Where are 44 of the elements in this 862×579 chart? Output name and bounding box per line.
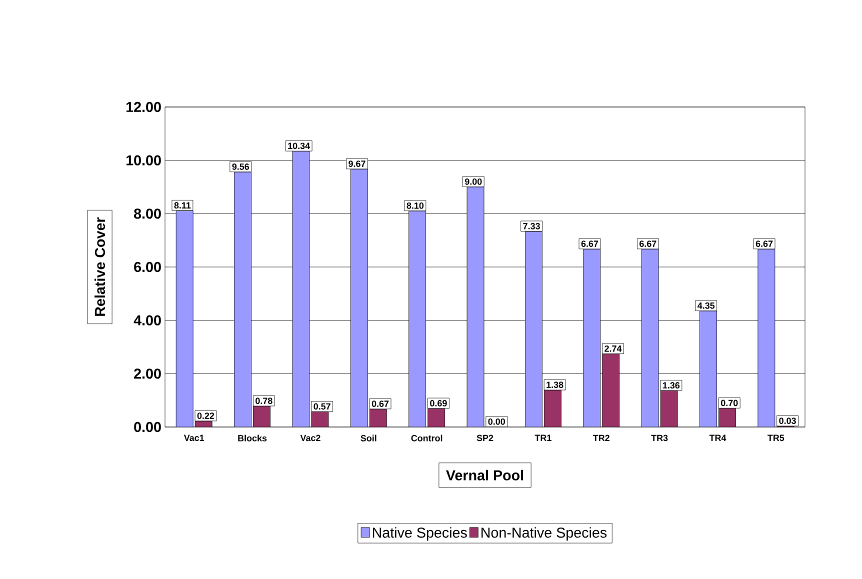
- data-label: 6.67: [756, 240, 773, 247]
- data-label: 7.33: [523, 222, 540, 230]
- data-label: 6.67: [640, 240, 656, 247]
- x-tick-label: Soil: [360, 434, 376, 442]
- y-tick-label: 12.00: [126, 102, 161, 112]
- y-tick-label: 2.00: [134, 368, 161, 379]
- data-label: 2.74: [604, 345, 622, 352]
- data-label: 8.10: [406, 202, 424, 209]
- data-label: 8.11: [174, 202, 191, 209]
- data-label: 9.00: [464, 178, 482, 185]
- data-label: 0.03: [779, 418, 796, 424]
- y-tick-label: 6.00: [134, 262, 161, 272]
- x-tick-label: TR4: [709, 434, 726, 441]
- x-tick-label: Vac1: [184, 434, 204, 442]
- x-tick-label: TR2: [592, 434, 610, 442]
- data-label: 0.22: [197, 412, 214, 419]
- x-tick-label: Vac2: [300, 434, 320, 442]
- x-tick-label: TR3: [651, 434, 668, 442]
- data-label: 1.36: [663, 382, 680, 389]
- x-tick-label: Blocks: [238, 434, 267, 442]
- legend-label: Non-Native Species: [482, 527, 607, 541]
- x-axis-title: Vernal Pool: [446, 470, 524, 480]
- x-tick-label: Control: [411, 434, 442, 442]
- data-label: 4.35: [698, 302, 715, 309]
- y-tick-label: 8.00: [134, 208, 161, 219]
- data-label: 10.34: [288, 142, 310, 150]
- x-tick-label: TR5: [768, 434, 784, 442]
- data-label: 0.70: [721, 400, 738, 406]
- data-label: 0.00: [488, 418, 506, 425]
- data-label: 9.56: [232, 164, 250, 170]
- data-label: 0.78: [256, 398, 272, 404]
- y-tick-label: 0.00: [134, 422, 161, 432]
- x-tick-label: TR1: [534, 434, 552, 441]
- data-label: 6.67: [581, 240, 598, 247]
- y-tick-label: 4.00: [134, 315, 161, 326]
- x-tick-label: SP2: [476, 434, 494, 442]
- data-label: 0.57: [314, 403, 330, 410]
- data-label: 1.38: [546, 382, 564, 388]
- data-label: 0.69: [430, 400, 447, 406]
- data-label: 9.67: [348, 160, 366, 167]
- data-label: 0.67: [372, 400, 389, 407]
- y-tick-label: 10.00: [126, 155, 161, 166]
- y-axis-title: Relative Cover: [94, 217, 106, 316]
- legend-label: Native Species: [372, 527, 467, 541]
